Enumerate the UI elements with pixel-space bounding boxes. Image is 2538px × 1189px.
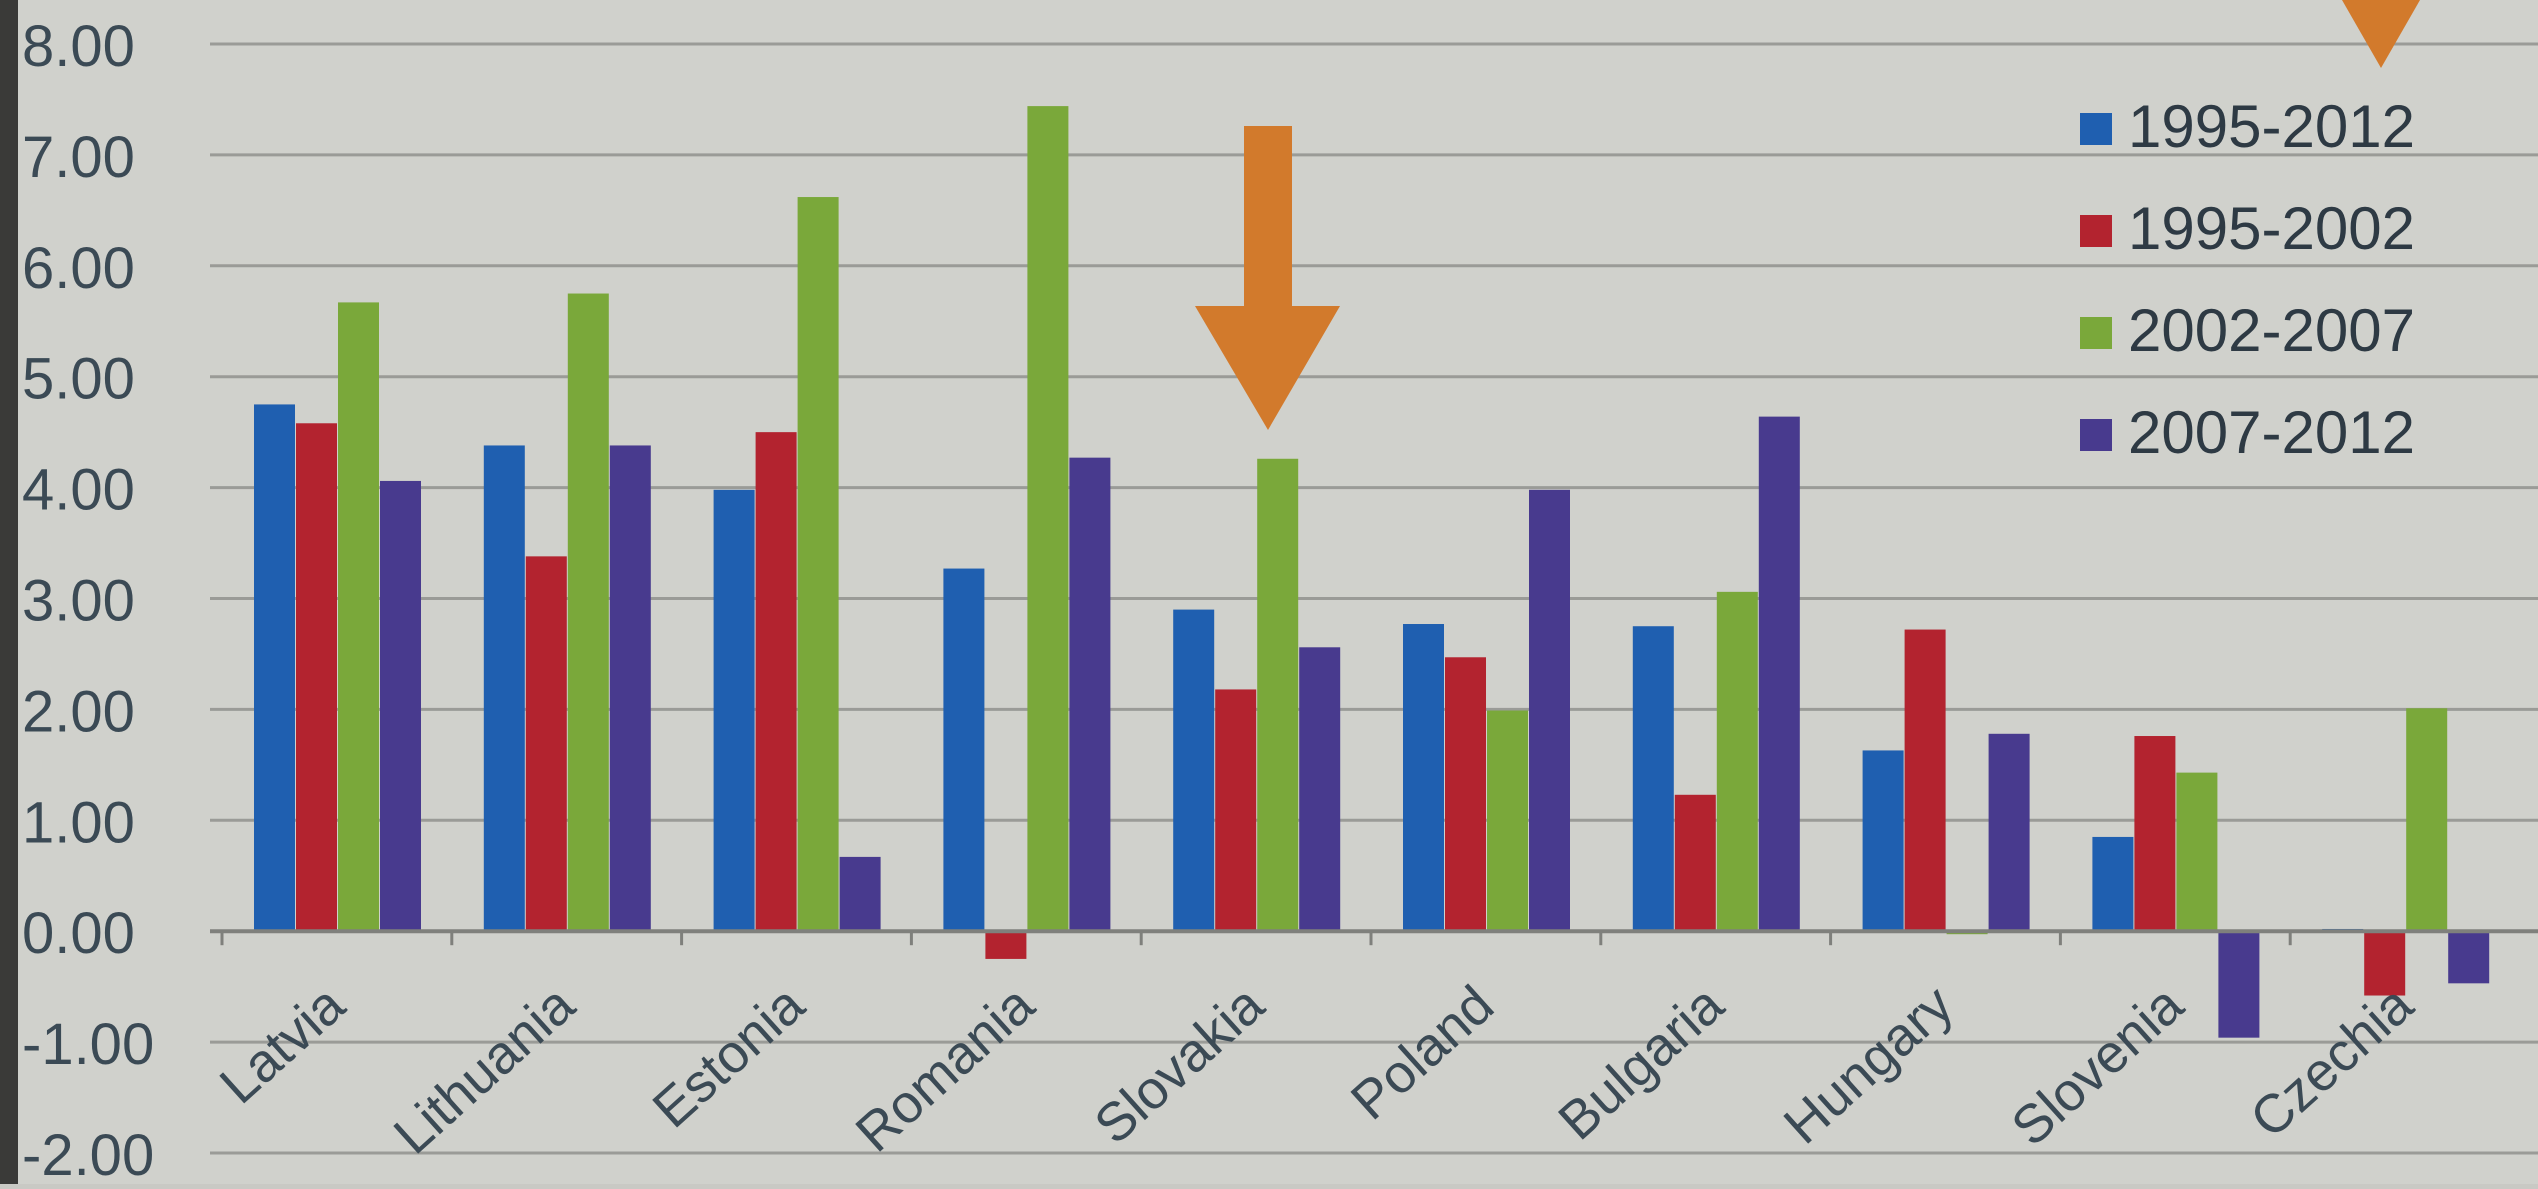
bar xyxy=(1632,626,1674,932)
bar xyxy=(1862,750,1904,932)
legend-label: 1995-2002 xyxy=(2128,195,2415,262)
bars xyxy=(220,106,2490,1038)
legend-label: 1995-2012 xyxy=(2128,93,2415,160)
bar xyxy=(755,432,797,932)
bar xyxy=(609,445,651,932)
bar xyxy=(1257,458,1299,932)
bar xyxy=(1027,106,1069,932)
bar xyxy=(797,197,839,932)
legend-swatch xyxy=(2080,215,2112,247)
y-tick-label: 3.00 xyxy=(22,569,135,634)
y-tick-label: 1.00 xyxy=(22,790,135,855)
bar xyxy=(2406,708,2448,932)
y-tick-label: 7.00 xyxy=(22,125,135,190)
bar xyxy=(525,556,567,932)
bar xyxy=(1487,710,1528,932)
y-tick-label: 4.00 xyxy=(22,458,135,523)
bar xyxy=(2134,736,2176,932)
bar xyxy=(1904,629,1946,932)
legend: 1995-2012 1995-2002 2002-2007 2007-2012 xyxy=(2080,93,2415,466)
legend-label: 2007-2012 xyxy=(2128,399,2415,466)
bar xyxy=(2364,931,2406,996)
y-tick-label: 0.00 xyxy=(22,901,135,966)
y-tick-label: 8.00 xyxy=(22,14,135,79)
bar xyxy=(1758,416,1800,932)
bar xyxy=(1215,689,1257,932)
y-tick-label: 2.00 xyxy=(22,679,135,744)
legend-arrow-head xyxy=(2342,0,2420,68)
bar xyxy=(1716,591,1758,932)
bar xyxy=(567,293,609,932)
bar xyxy=(1445,657,1486,932)
y-tick-label: 5.00 xyxy=(22,347,135,412)
bar xyxy=(296,423,337,932)
bar xyxy=(380,480,421,932)
y-tick-label: -1.00 xyxy=(22,1012,154,1077)
annotation-arrows xyxy=(1195,0,2420,430)
bar xyxy=(254,404,295,932)
bar xyxy=(713,489,755,932)
bar xyxy=(2092,836,2134,932)
left-dark-edge xyxy=(0,0,18,1184)
bar xyxy=(1529,489,1570,932)
y-tick-label: 6.00 xyxy=(22,236,135,301)
bar xyxy=(1173,609,1215,932)
bar xyxy=(985,931,1027,959)
bar xyxy=(2218,931,2260,1038)
y-axis-tick-labels: 8.00 7.00 6.00 5.00 4.00 3.00 2.00 1.00 0.00 -1.0… xyxy=(22,14,154,1188)
bar xyxy=(1988,733,2030,932)
bar xyxy=(1674,794,1716,932)
bar xyxy=(2448,931,2490,984)
bar xyxy=(943,568,985,932)
bar xyxy=(1069,457,1111,932)
bar xyxy=(483,445,525,932)
y-tick-label: -2.00 xyxy=(22,1123,154,1184)
bar xyxy=(338,302,379,932)
slovakia-arrow-head xyxy=(1195,306,1340,430)
bar xyxy=(1403,624,1444,932)
legend-swatch xyxy=(2080,113,2112,145)
bar xyxy=(2176,772,2218,932)
slovakia-arrow-shaft xyxy=(1244,126,1292,306)
legend-label: 2002-2007 xyxy=(2128,297,2415,364)
bar xyxy=(1299,647,1341,932)
legend-swatch xyxy=(2080,317,2112,349)
bar xyxy=(839,856,881,932)
legend-swatch xyxy=(2080,419,2112,451)
